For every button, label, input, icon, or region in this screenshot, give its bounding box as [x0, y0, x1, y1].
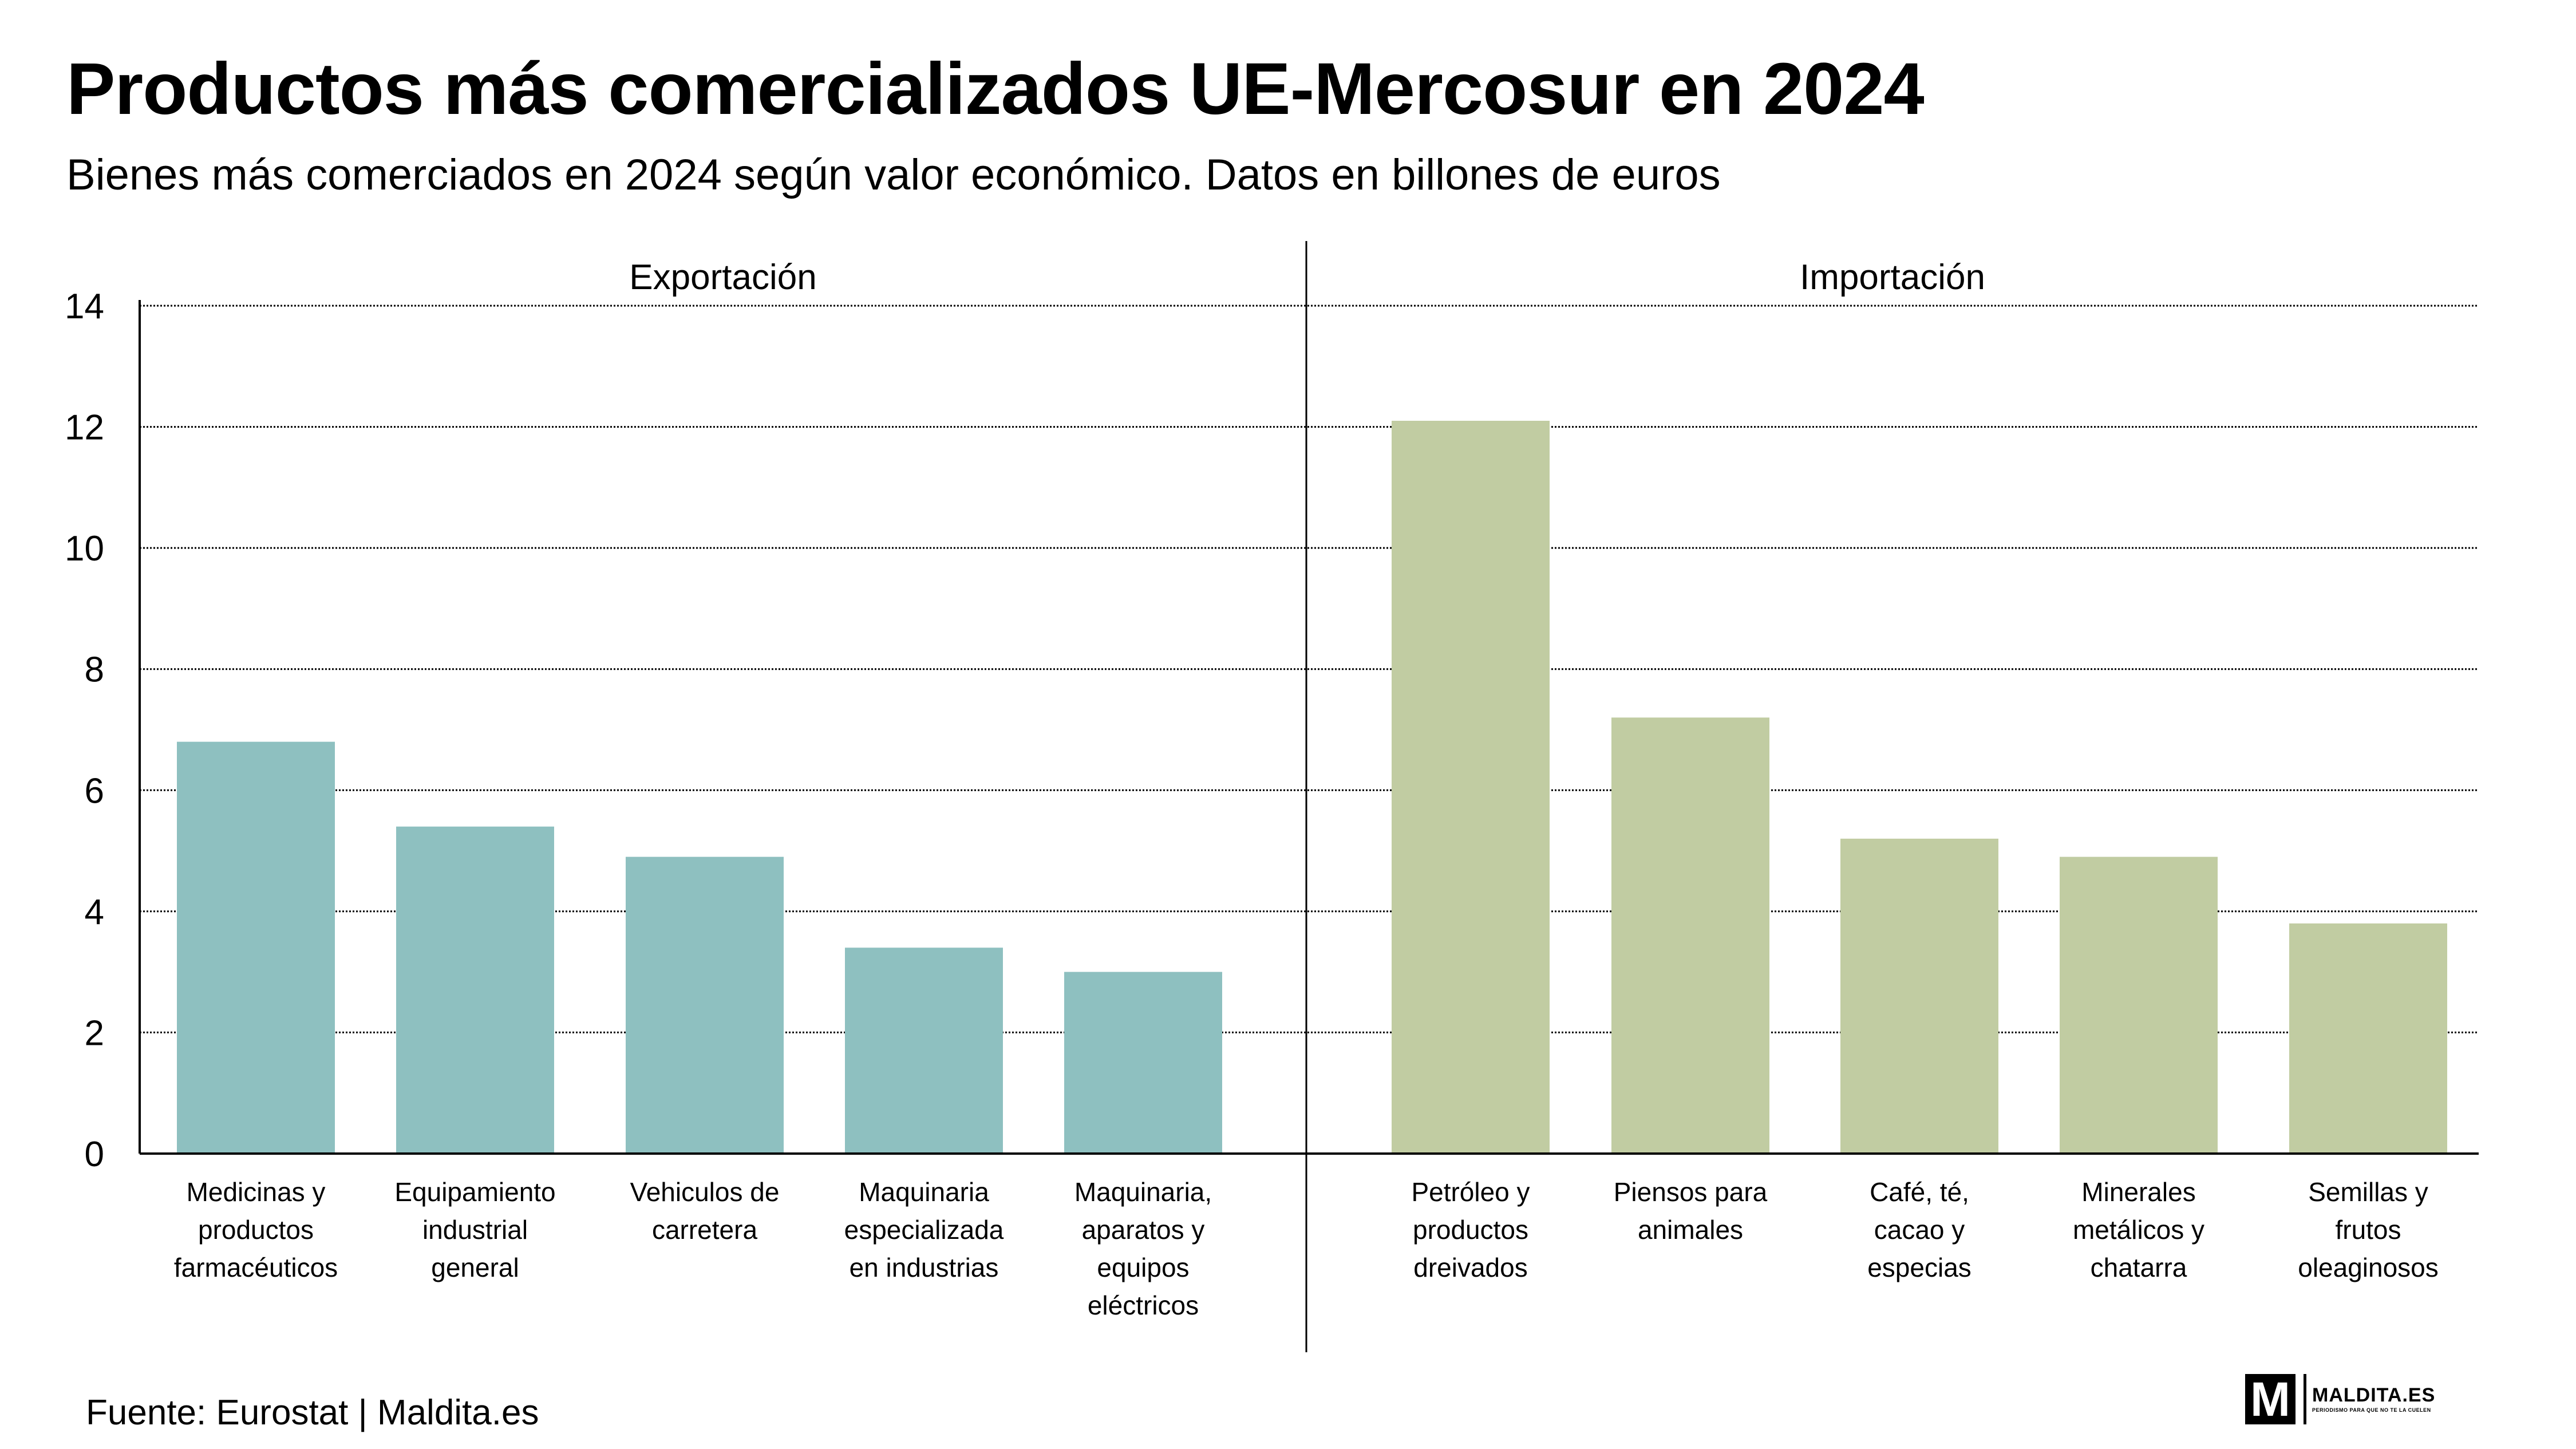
- maldita-logo: M MALDITA.ES PERIODISMO PARA QUE NO TE L…: [2245, 1374, 2435, 1424]
- x-category-label: especias: [1867, 1253, 1971, 1282]
- bar: [1064, 972, 1222, 1152]
- bar: [2289, 923, 2447, 1152]
- bar: [396, 826, 554, 1152]
- x-category-label: productos: [1413, 1215, 1528, 1245]
- y-tick-label: 10: [65, 529, 104, 568]
- chart-subtitle: Bienes más comerciados en 2024 según val…: [66, 151, 1721, 199]
- y-tick-label: 14: [65, 287, 104, 326]
- panel-title-exportacion: Exportación: [629, 258, 816, 297]
- x-category-label: frutos: [2335, 1215, 2401, 1245]
- x-category-label: animales: [1638, 1215, 1743, 1245]
- bar: [845, 947, 1003, 1152]
- source-note: Fuente: Eurostat | Maldita.es: [86, 1393, 539, 1432]
- x-category-label: farmacéuticos: [174, 1253, 338, 1282]
- x-category-label: oleaginosos: [2298, 1253, 2439, 1282]
- y-tick-label: 2: [85, 1013, 104, 1053]
- x-category-label: Vehiculos de: [630, 1177, 780, 1207]
- y-tick-label: 12: [65, 408, 104, 448]
- panel-title-importacion: Importación: [1800, 258, 1985, 297]
- x-category-label: Semillas y: [2308, 1177, 2428, 1207]
- x-category-label: Equipamiento: [394, 1177, 555, 1207]
- bar: [1611, 717, 1769, 1152]
- x-category-label: industrial: [422, 1215, 528, 1245]
- x-category-label: equipos: [1097, 1253, 1189, 1282]
- x-category-label: Medicinas y: [187, 1177, 326, 1207]
- x-category-label: metálicos y: [2073, 1215, 2204, 1245]
- bar: [2060, 856, 2218, 1152]
- logo-text: MALDITA.ES PERIODISMO PARA QUE NO TE LA …: [2312, 1385, 2435, 1413]
- x-category-label: Café, té,: [1870, 1177, 1969, 1207]
- x-category-label: Maquinaria: [859, 1177, 989, 1207]
- x-category-label: productos: [198, 1215, 314, 1245]
- x-category-label: general: [431, 1253, 519, 1282]
- x-category-label: Minerales: [2081, 1177, 2195, 1207]
- x-category-label: cacao y: [1874, 1215, 1965, 1245]
- x-category-label: aparatos y: [1082, 1215, 1205, 1245]
- logo-mark: M: [2245, 1374, 2296, 1424]
- x-category-label: chatarra: [2091, 1253, 2187, 1282]
- x-category-label: Piensos para: [1614, 1177, 1768, 1207]
- x-category-label: en industrias: [850, 1253, 999, 1282]
- logo-name: MALDITA.ES: [2312, 1384, 2436, 1406]
- logo-tagline: PERIODISMO PARA QUE NO TE LA CUELEN: [2312, 1407, 2431, 1413]
- logo-divider: [2304, 1374, 2306, 1424]
- x-category-label: Maquinaria,: [1074, 1177, 1212, 1207]
- y-tick-label: 0: [85, 1135, 104, 1174]
- bar: [1840, 838, 1998, 1152]
- y-tick-label: 4: [85, 893, 104, 932]
- x-category-label: eléctricos: [1088, 1290, 1199, 1320]
- x-category-label: dreivados: [1413, 1253, 1527, 1282]
- x-category-label: Petróleo y: [1411, 1177, 1530, 1207]
- y-tick-label: 8: [85, 650, 104, 690]
- bar: [177, 741, 335, 1152]
- bar: [1392, 420, 1550, 1152]
- y-tick-label: 6: [85, 771, 104, 811]
- chart-title: Productos más comercializados UE-Mercosu…: [66, 48, 1925, 130]
- x-category-label: especializada: [844, 1215, 1004, 1245]
- x-category-label: carretera: [652, 1215, 757, 1245]
- bar: [626, 856, 784, 1152]
